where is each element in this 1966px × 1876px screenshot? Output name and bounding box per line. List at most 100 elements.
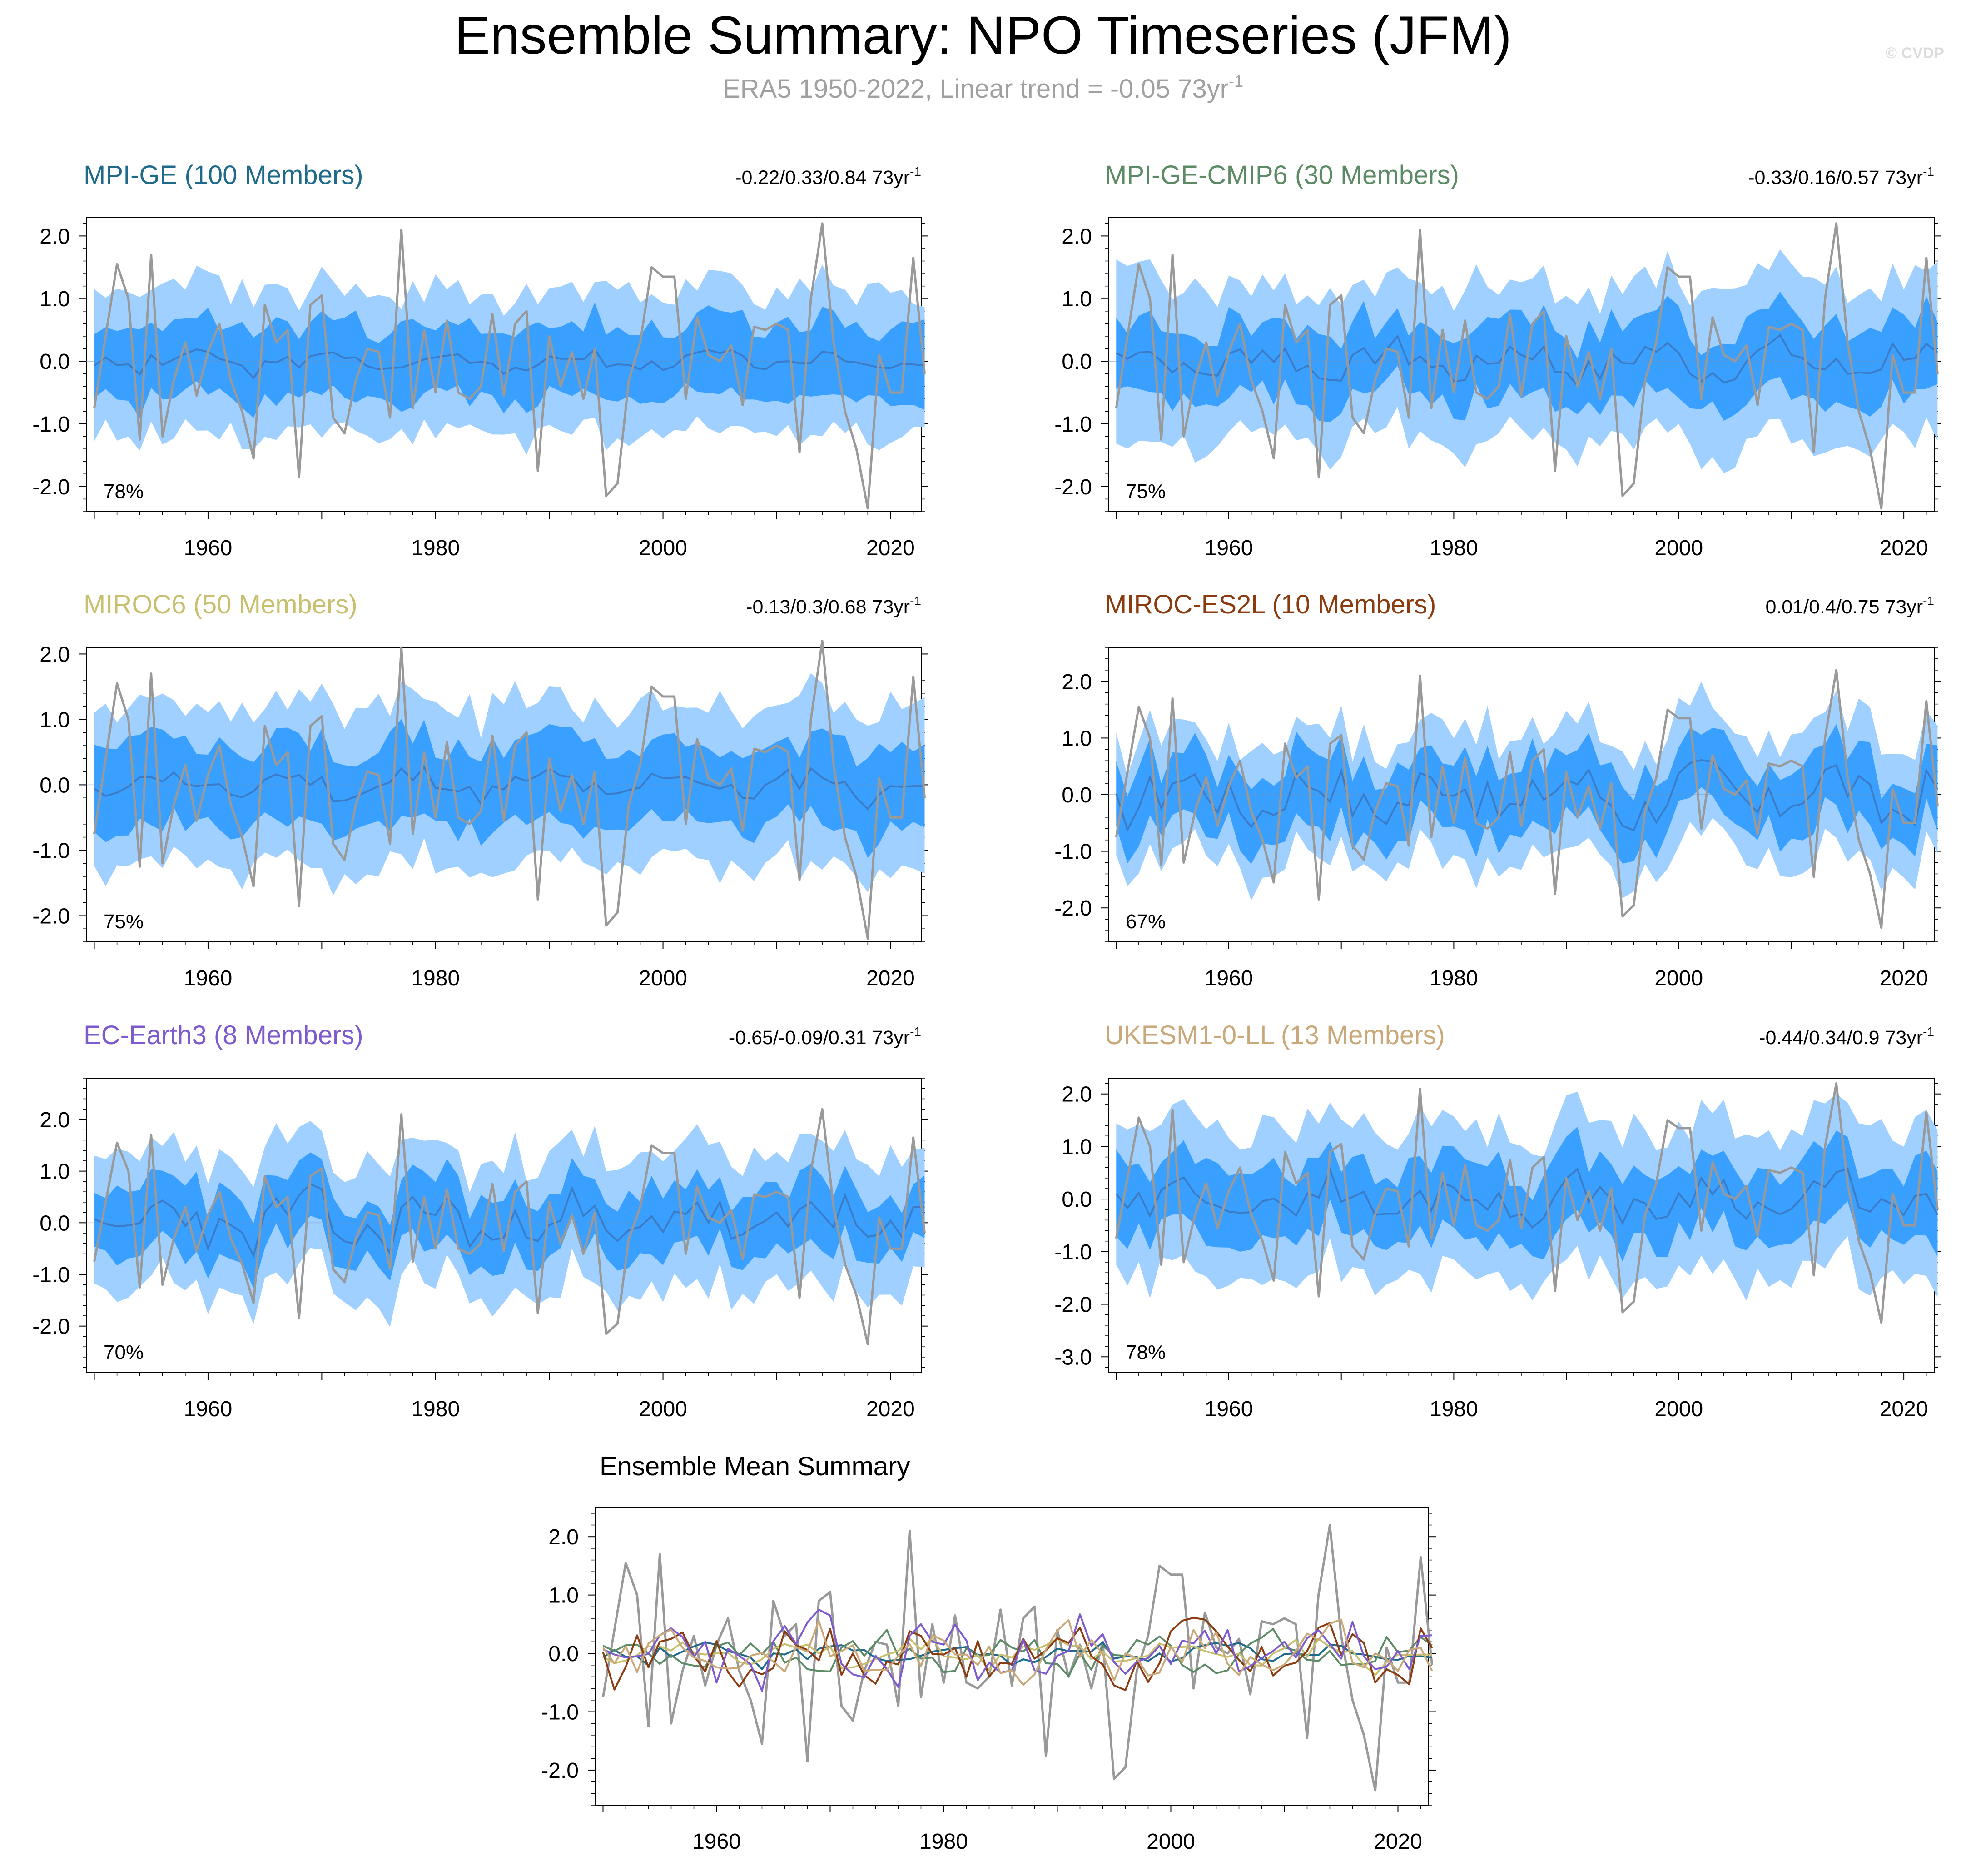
y-tick-label: 1.0	[1062, 1135, 1092, 1159]
x-tick-label: 2000	[1654, 536, 1703, 560]
y-tick-label: 2.0	[40, 1108, 70, 1132]
y-tick-label: -1.0	[32, 413, 70, 437]
x-tick-label: 1980	[411, 966, 460, 990]
trend-label: -0.22/0.33/0.84 73yr-1	[735, 164, 921, 189]
ensemble-mean-line-ec-earth3	[602, 1608, 1432, 1692]
y-tick-label: -1.0	[32, 839, 70, 863]
x-tick-label: 1980	[1430, 1397, 1478, 1421]
y-tick-label: 0.0	[548, 1642, 579, 1666]
trend-exponent: -1	[910, 164, 921, 179]
x-tick-label: 1980	[1430, 536, 1478, 560]
x-tick-label: 1960	[1205, 536, 1253, 560]
panel-mpi-ge-cmip6: 2.0 1.0 0.0 -1.0 -2.0 1960 1980 2000 2020 MPI-GE-…	[1054, 160, 1941, 560]
x-tick-label: 2000	[1654, 966, 1703, 990]
y-tick-label: 0.0	[1062, 783, 1092, 807]
x-tick-label: 1960	[184, 1397, 233, 1421]
y-tick-label: 0.0	[1062, 350, 1092, 374]
x-tick-label: 2020	[866, 536, 915, 560]
y-tick-label: -1.0	[1054, 413, 1092, 437]
y-tick-label: -3.0	[1054, 1345, 1092, 1369]
y-tick-label: -2.0	[541, 1759, 579, 1783]
percent-label: 75%	[104, 911, 144, 933]
figure-title: Ensemble Summary: NPO Timeseries (JFM)	[454, 5, 1512, 65]
observation-line	[93, 1108, 926, 1345]
y-tick-label: 1.0	[1062, 727, 1092, 751]
trend-value: -0.65/-0.09/0.31 73yr	[729, 1027, 910, 1049]
x-tick-label: 2000	[1147, 1830, 1195, 1854]
trend-value: -0.13/0.3/0.68 73yr	[746, 596, 910, 618]
panel-ukesm1-0-ll: 2.0 1.0 0.0 -1.0 -2.0 -3.0 1960 1980 2000 2020 UKE…	[1054, 1020, 1941, 1421]
x-tick-label: 1960	[1205, 966, 1253, 990]
x-tick-label: 2020	[1374, 1830, 1422, 1854]
y-tick-label: -1.0	[1054, 840, 1092, 864]
mean-panel-title: Ensemble Mean Summary	[600, 1452, 910, 1481]
percent-label: 70%	[104, 1341, 144, 1363]
x-tick-label: 1960	[692, 1830, 741, 1854]
trend-exponent: -1	[1923, 164, 1934, 179]
panel-title: MIROC-ES2L (10 Members)	[1105, 590, 1436, 619]
trend-label: -0.13/0.3/0.68 73yr-1	[746, 594, 921, 618]
x-tick-label: 2020	[866, 1397, 915, 1421]
y-tick-label: 2.0	[548, 1525, 579, 1549]
y-tick-label: 1.0	[40, 287, 70, 311]
observation-line	[602, 1524, 1433, 1792]
y-tick-label: 0.0	[40, 773, 70, 797]
observation-line	[1115, 1082, 1939, 1324]
y-tick-label: 2.0	[1062, 224, 1092, 249]
panel-ensemble-mean-summary: 2.0 1.0 0.0 -1.0 -2.0 1960 1980 2000 2020 Ensembl…	[541, 1452, 1436, 1854]
panel-title: EC-Earth3 (8 Members)	[84, 1020, 363, 1050]
x-tick-label: 1980	[919, 1830, 968, 1854]
x-tick-label: 2000	[639, 1397, 687, 1421]
percent-label: 78%	[104, 480, 144, 503]
x-tick-label: 1960	[184, 536, 233, 560]
ensemble-mean-line	[1115, 1167, 1939, 1229]
ensemble-mean-line-miroc-es2l	[602, 1617, 1433, 1691]
y-tick-label: -2.0	[1054, 896, 1092, 921]
x-tick-label: 1980	[411, 536, 460, 560]
x-tick-label: 2020	[1880, 536, 1928, 560]
y-tick-label: 1.0	[1062, 287, 1092, 311]
x-tick-label: 2000	[639, 966, 687, 990]
credit-label: © CVDP	[1886, 45, 1944, 62]
x-tick-label: 2020	[866, 966, 915, 990]
x-tick-label: 1980	[1430, 966, 1478, 990]
observation-line	[93, 222, 926, 510]
y-tick-label: -2.0	[32, 1315, 70, 1339]
y-tick-label: -2.0	[1054, 475, 1092, 499]
trend-exponent: -1	[1923, 1025, 1934, 1039]
panel-miroc-es2l: 2.0 1.0 0.0 -1.0 -2.0 1960 1980 2000 2020 MIROC-E…	[1054, 590, 1941, 990]
panel-title: MPI-GE-CMIP6 (30 Members)	[1105, 160, 1459, 190]
x-tick-label: 2000	[1654, 1397, 1703, 1421]
panel-title: MIROC6 (50 Members)	[84, 590, 357, 619]
y-tick-label: -1.0	[541, 1701, 579, 1725]
trend-value: 0.01/0.4/0.75 73yr	[1765, 596, 1923, 618]
x-tick-label: 1960	[184, 966, 233, 990]
y-tick-label: -1.0	[32, 1263, 70, 1287]
figure-subtitle: ERA5 1950-2022, Linear trend = -0.05 73y…	[723, 72, 1243, 104]
y-tick-label: 1.0	[548, 1584, 579, 1608]
panel-ec-earth3: 2.0 1.0 0.0 -1.0 -2.0 1960 1980 2000 2020 EC-Eart…	[32, 1020, 928, 1421]
trend-exponent: -1	[910, 1025, 921, 1039]
x-tick-label: 1980	[411, 1397, 460, 1421]
percent-label: 67%	[1126, 911, 1166, 933]
y-tick-label: 2.0	[1062, 1083, 1092, 1107]
panels-group: 2.0 1.0 0.0 -1.0 -2.0 1960 1980 2000 2020 MPI-GE …	[32, 160, 1941, 1854]
observation-line	[1115, 669, 1939, 929]
trend-exponent: -1	[910, 594, 921, 608]
trend-label: -0.33/0.16/0.57 73yr-1	[1748, 164, 1934, 189]
panel-title: MPI-GE (100 Members)	[84, 160, 363, 190]
y-tick-label: 2.0	[1062, 670, 1092, 694]
panel-mpi-ge: 2.0 1.0 0.0 -1.0 -2.0 1960 1980 2000 2020 MPI-GE …	[32, 160, 928, 560]
observation-line	[1115, 222, 1939, 510]
trend-label: 0.01/0.4/0.75 73yr-1	[1765, 594, 1934, 618]
trend-value: -0.22/0.33/0.84 73yr	[735, 167, 910, 189]
percent-label: 75%	[1126, 480, 1166, 503]
trend-label: -0.65/-0.09/0.31 73yr-1	[729, 1025, 921, 1049]
ensemble-mean-line	[94, 348, 925, 380]
y-tick-label: 2.0	[40, 642, 70, 667]
ensemble-mean-line-ukesm1-0-ll	[602, 1618, 1433, 1686]
trend-label: -0.44/0.34/0.9 73yr-1	[1759, 1025, 1934, 1049]
y-tick-label: 1.0	[40, 1160, 70, 1184]
y-tick-label: -2.0	[32, 904, 70, 928]
